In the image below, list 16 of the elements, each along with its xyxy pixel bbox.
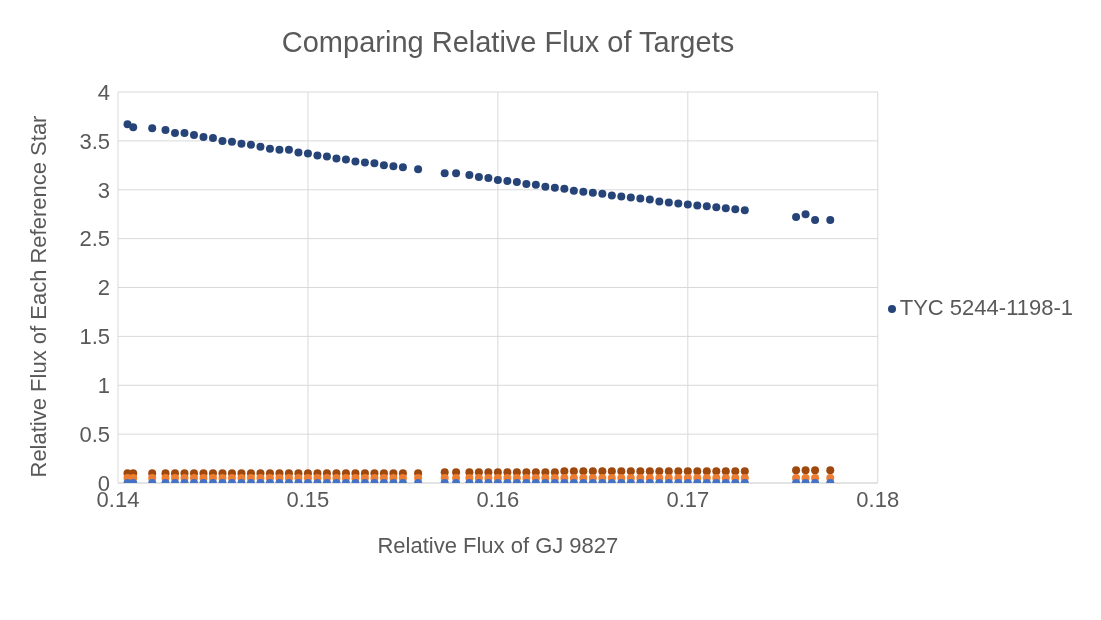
y-tick-label: 0.5 bbox=[79, 421, 110, 447]
x-tick-label: 0.15 bbox=[286, 486, 330, 512]
y-tick-label: 3.5 bbox=[79, 128, 110, 154]
y-tick-label: 1 bbox=[97, 373, 110, 399]
y-tick-label: 1.5 bbox=[79, 324, 110, 350]
x-tick-label: 0.17 bbox=[666, 486, 710, 512]
y-tick-label: 2.5 bbox=[79, 226, 110, 252]
x-axis-title: Relative Flux of GJ 9827 bbox=[377, 533, 619, 558]
y-tick-label: 2 bbox=[97, 275, 110, 301]
legend-label: TYC 5244-1198-1 bbox=[899, 295, 1073, 320]
y-tick-label: 3 bbox=[97, 177, 110, 203]
chart-title: Comparing Relative Flux of Targets bbox=[280, 26, 736, 59]
x-tick-label: 0.18 bbox=[856, 486, 900, 512]
x-tick-label: 0.16 bbox=[476, 486, 520, 512]
y-tick-label: 4 bbox=[97, 79, 110, 105]
y-axis-title: Relative Flux of Each Reference Star bbox=[25, 115, 51, 478]
